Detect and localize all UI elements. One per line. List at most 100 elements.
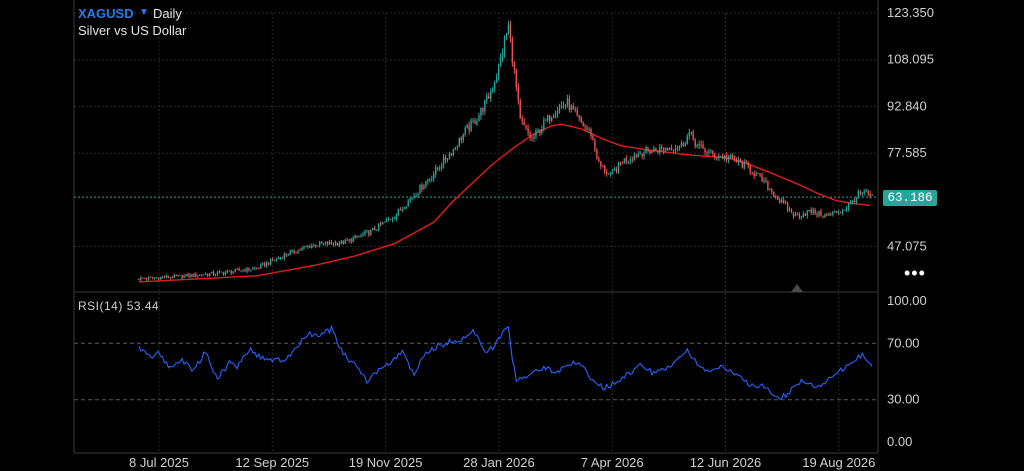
candle-body (729, 155, 732, 158)
candle-body (834, 211, 836, 213)
candle-body (674, 148, 677, 151)
more-horizontal-icon[interactable]: ••• (904, 263, 926, 283)
candle-body (281, 257, 284, 259)
candle-body (142, 277, 144, 279)
candle-body (749, 166, 751, 173)
candle-body (389, 219, 392, 221)
candle-body (590, 129, 592, 137)
candle-body (509, 24, 512, 39)
candle-body (260, 264, 262, 269)
candle-body (775, 196, 777, 198)
candle-body (484, 100, 486, 112)
candle-body (828, 214, 830, 216)
candle-body (773, 192, 775, 197)
candle-body (427, 179, 429, 182)
candle-body (714, 154, 716, 158)
candle-body (782, 199, 785, 203)
candle-body (236, 268, 238, 270)
candle-body (680, 143, 683, 147)
candle-body (839, 212, 842, 214)
candle-body (507, 24, 510, 34)
candle-body (759, 173, 761, 176)
candle-body (602, 165, 604, 167)
candle-body (183, 275, 185, 278)
candle-body (609, 172, 612, 174)
candle-body (777, 197, 779, 200)
candle-body (712, 150, 714, 155)
candle-body (659, 147, 661, 153)
candle-body (159, 277, 162, 280)
candle-body (686, 135, 689, 144)
candle-body (360, 234, 362, 237)
candle-body (374, 227, 376, 230)
candle-body (523, 121, 525, 126)
candle-body (582, 122, 584, 127)
candle-body (837, 212, 840, 214)
candle-body (733, 157, 736, 161)
price-tick-label: 123.350 (887, 5, 934, 20)
candle-body (796, 214, 799, 215)
candle-body (723, 155, 726, 159)
candle-body (545, 120, 547, 122)
candle-body (317, 245, 319, 247)
price-tick-label: 108.095 (887, 52, 934, 67)
candle-body (403, 208, 405, 210)
candle-body (238, 269, 240, 271)
candle-body (647, 147, 649, 151)
candle-body (265, 262, 268, 267)
rsi-tick-label: 70.00 (887, 335, 920, 350)
candle-body (269, 259, 272, 265)
candle-body (464, 128, 466, 135)
candle-body (356, 235, 358, 237)
candle-body (444, 157, 447, 160)
candle-body (688, 132, 690, 136)
candle-body (531, 137, 533, 139)
candle-body (720, 156, 722, 157)
candle-body (232, 271, 234, 274)
symbol-label[interactable]: XAGUSD (78, 6, 134, 21)
candle-body (490, 91, 492, 99)
candle-body (863, 191, 865, 193)
candle-body (378, 223, 380, 230)
candle-body (741, 162, 744, 168)
candle-body (254, 268, 256, 269)
candle-body (462, 134, 464, 141)
candle-body (657, 150, 659, 153)
candle-body (210, 271, 213, 274)
time-tick-label: 12 Sep 2025 (235, 455, 309, 470)
candle-body (167, 275, 170, 278)
candle-body (393, 218, 396, 220)
candle-body (493, 82, 496, 89)
candle-body (450, 153, 453, 155)
candle-body (376, 229, 378, 231)
candle-body (757, 173, 759, 174)
candle-body (578, 115, 580, 118)
candle-body (637, 153, 639, 157)
candle-body (340, 240, 343, 244)
candle-body (537, 129, 539, 131)
candle-body (584, 126, 586, 128)
candlestick-series (138, 20, 873, 282)
chevron-down-icon[interactable]: ▼ (139, 7, 149, 18)
candle-body (234, 268, 236, 272)
candle-body (197, 275, 199, 277)
price-tick-label: 47.075 (887, 239, 927, 254)
candle-body (456, 146, 459, 148)
interval-label[interactable]: Daily (153, 6, 182, 21)
candle-body (452, 148, 455, 155)
candle-body (552, 115, 555, 118)
candle-body (639, 153, 641, 155)
candle-body (826, 214, 828, 216)
candle-body (395, 214, 398, 219)
candle-body (409, 198, 411, 201)
candle-body (843, 209, 846, 211)
candle-body (665, 147, 667, 151)
candle-body (849, 201, 852, 205)
candle-body (743, 161, 746, 168)
candle-body (203, 274, 205, 276)
candle-body (486, 95, 488, 101)
candle-body (263, 263, 266, 267)
candle-body (722, 156, 724, 159)
